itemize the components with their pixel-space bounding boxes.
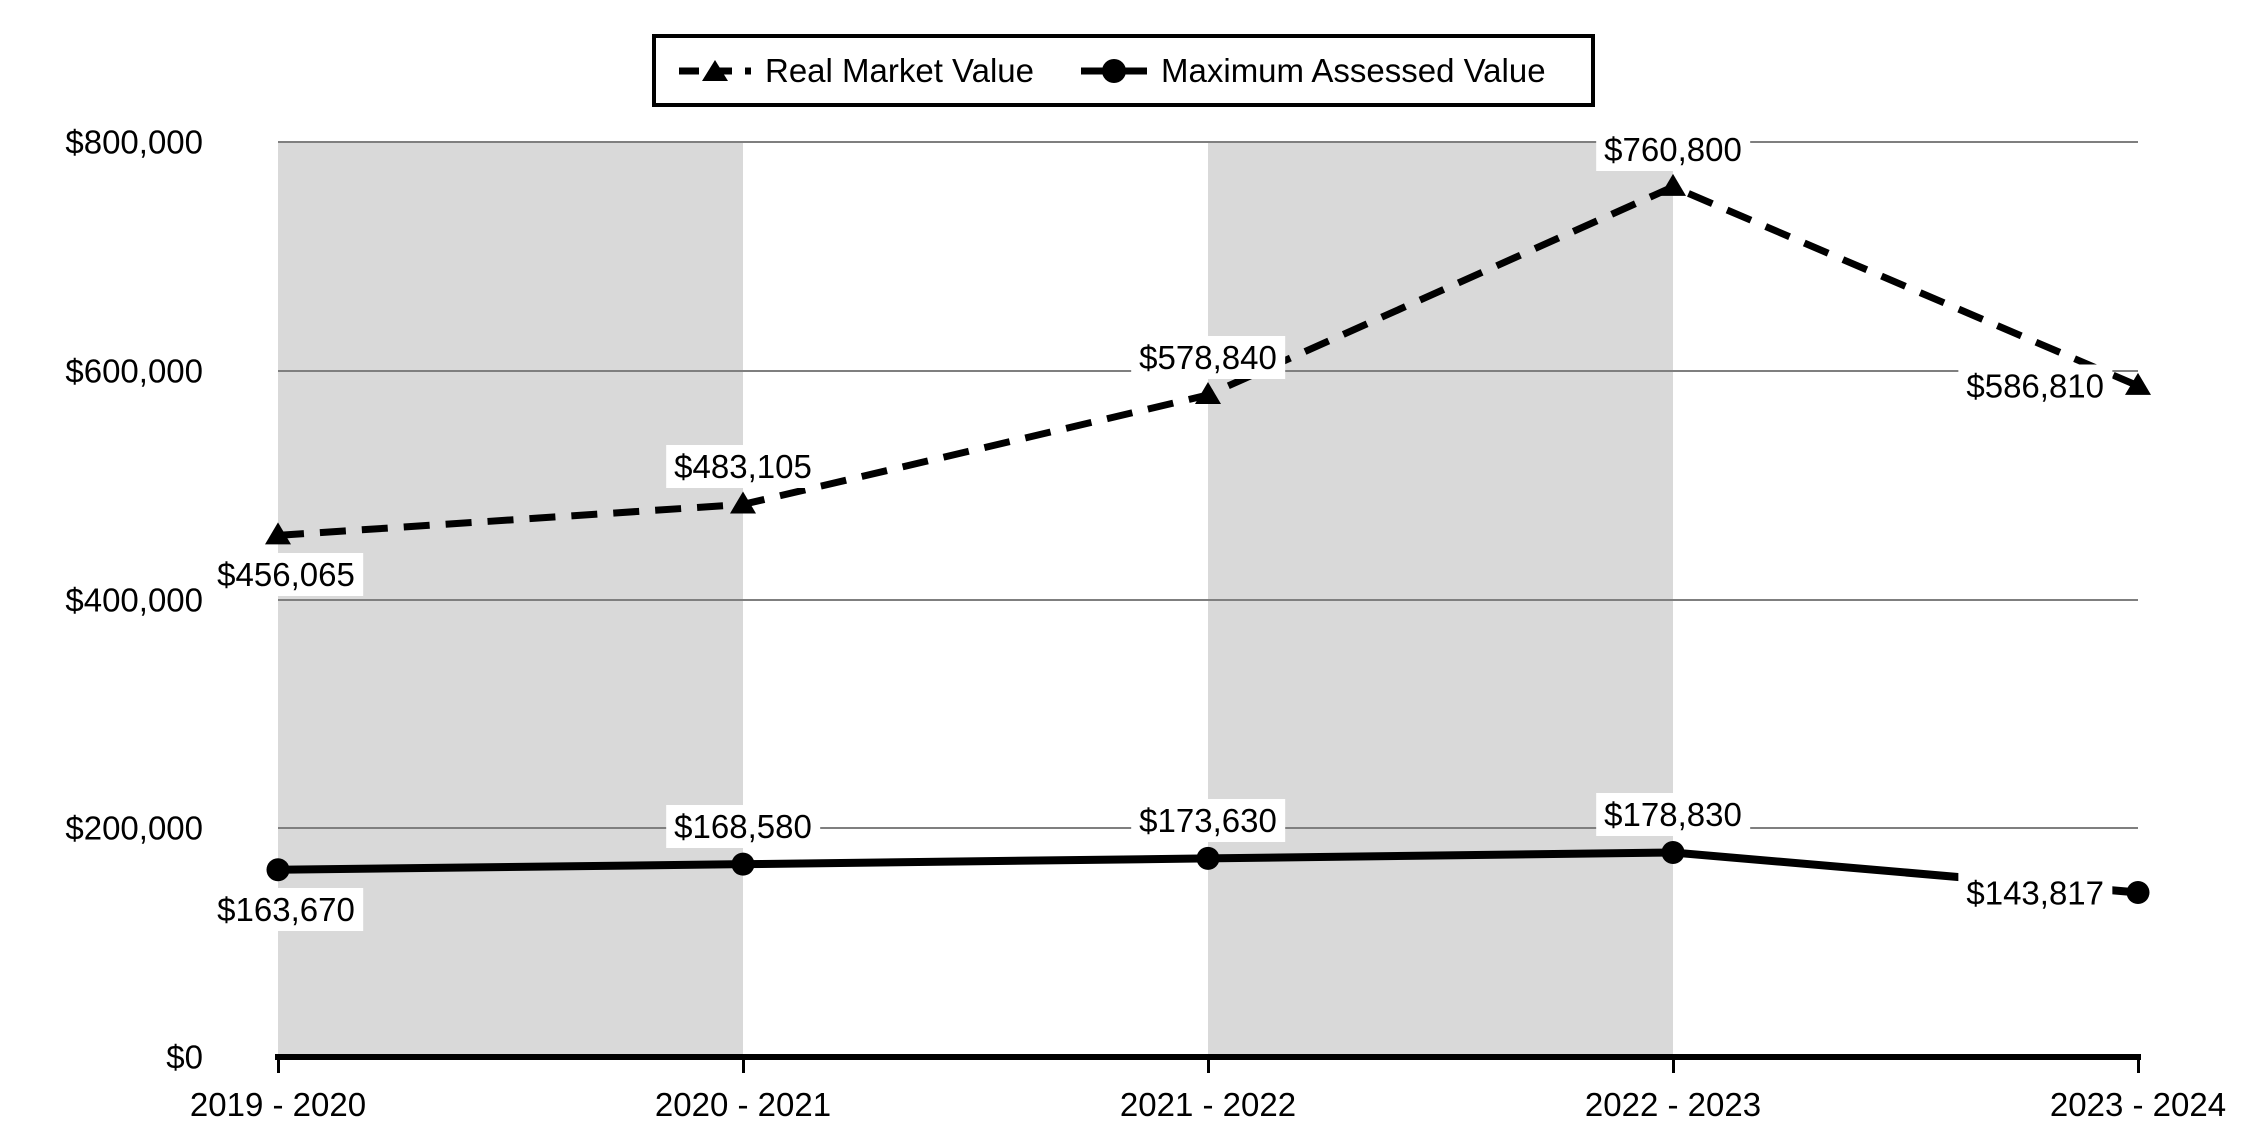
- y-axis-tick-label: $600,000: [65, 352, 203, 390]
- x-axis-tick: [2136, 1060, 2140, 1073]
- data-point-label: $483,105: [666, 445, 820, 489]
- data-point-label: $586,810: [1958, 364, 2112, 408]
- data-point-label: $456,065: [209, 553, 363, 597]
- x-axis-tick-label: 2022 - 2023: [1584, 1086, 1762, 1123]
- dashed-line-triangle-marker-icon: [679, 59, 751, 81]
- triangle-marker: [1195, 381, 1221, 404]
- circle-marker: [2126, 881, 2150, 905]
- legend: Real Market Value Maximum Assessed Value: [652, 34, 1595, 107]
- circle-marker: [1661, 840, 1685, 864]
- y-axis-tick-label: $200,000: [65, 809, 203, 847]
- x-axis-tick: [1206, 1060, 1210, 1073]
- legend-label-real-market-value: Real Market Value: [765, 51, 1035, 89]
- triangle-marker: [265, 522, 291, 545]
- y-axis-tick-label: $0: [166, 1038, 203, 1076]
- data-point-label: $143,817: [1958, 871, 2112, 914]
- x-axis-line: [275, 1054, 2141, 1060]
- data-point-label: $173,630: [1131, 799, 1285, 843]
- triangle-marker: [730, 491, 756, 514]
- triangle-marker: [1660, 173, 1686, 196]
- y-axis-tick-label: $400,000: [65, 581, 203, 618]
- x-axis-tick-label: 2021 - 2022: [1119, 1086, 1297, 1123]
- x-axis-tick-label: 2019 - 2020: [189, 1086, 367, 1123]
- data-point-label: $168,580: [666, 805, 820, 849]
- triangle-marker: [2125, 372, 2151, 395]
- x-axis-tick-label: 2020 - 2021: [654, 1086, 832, 1123]
- x-axis-tick-label: 2023 - 2024: [2049, 1086, 2227, 1123]
- data-point-label: $178,830: [1596, 793, 1750, 837]
- y-gridline: [278, 598, 2138, 601]
- data-point-label: $163,670: [209, 887, 363, 931]
- y-axis-tick-label: $800,000: [65, 123, 203, 161]
- x-axis-tick: [1671, 1060, 1675, 1073]
- solid-line-circle-marker-icon: [1081, 58, 1148, 83]
- data-point-label: $578,840: [1131, 335, 1285, 379]
- circle-marker: [266, 858, 290, 882]
- circle-marker: [1196, 846, 1220, 870]
- legend-label-maximum-assessed-value: Maximum Assessed Value: [1161, 51, 1546, 89]
- x-axis-tick: [741, 1060, 745, 1073]
- legend-item-real-market-value: Real Market Value: [679, 52, 1034, 90]
- legend-item-maximum-assessed-value: Maximum Assessed Value: [1081, 52, 1546, 90]
- y-gridline: [278, 141, 2138, 143]
- data-point-label: $760,800: [1596, 127, 1750, 171]
- circle-marker: [731, 852, 755, 876]
- x-axis-tick: [276, 1060, 280, 1073]
